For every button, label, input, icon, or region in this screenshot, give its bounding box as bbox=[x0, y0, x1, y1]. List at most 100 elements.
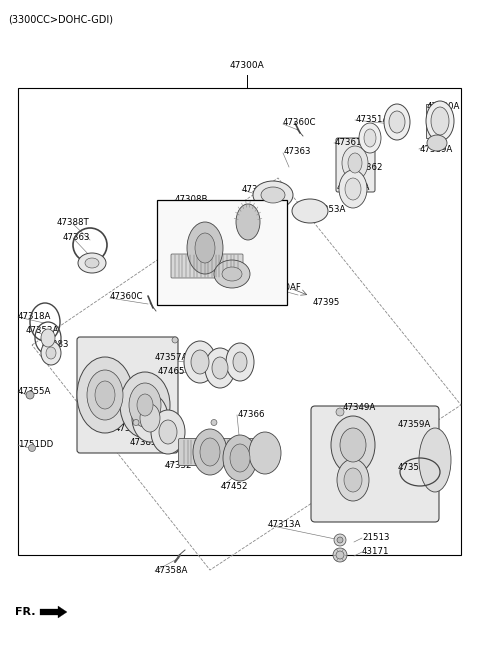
Ellipse shape bbox=[337, 459, 369, 501]
Text: 1751DD: 1751DD bbox=[18, 440, 53, 449]
Bar bbox=[18, 88, 461, 555]
FancyBboxPatch shape bbox=[77, 337, 178, 453]
Text: 47386T: 47386T bbox=[242, 185, 275, 194]
Polygon shape bbox=[40, 606, 67, 618]
Circle shape bbox=[172, 337, 178, 343]
Ellipse shape bbox=[184, 341, 216, 383]
Ellipse shape bbox=[120, 372, 170, 438]
Text: 21513: 21513 bbox=[362, 533, 389, 542]
Text: 47360C: 47360C bbox=[283, 118, 316, 127]
Text: 47383T: 47383T bbox=[130, 438, 163, 447]
FancyBboxPatch shape bbox=[179, 439, 266, 466]
Text: 47314A: 47314A bbox=[100, 410, 133, 419]
Ellipse shape bbox=[214, 260, 250, 288]
Ellipse shape bbox=[151, 410, 185, 454]
Circle shape bbox=[333, 548, 347, 562]
Circle shape bbox=[133, 419, 139, 426]
FancyBboxPatch shape bbox=[171, 254, 243, 278]
Text: 47384T: 47384T bbox=[214, 367, 247, 376]
Ellipse shape bbox=[342, 146, 368, 180]
Circle shape bbox=[28, 445, 36, 451]
Ellipse shape bbox=[187, 222, 223, 274]
Text: 47465: 47465 bbox=[158, 367, 185, 376]
Text: 43171: 43171 bbox=[362, 547, 389, 556]
Ellipse shape bbox=[77, 357, 133, 433]
Ellipse shape bbox=[364, 129, 376, 147]
Text: FR.: FR. bbox=[15, 607, 36, 617]
Ellipse shape bbox=[292, 199, 328, 223]
Ellipse shape bbox=[236, 204, 260, 240]
Text: 47388T: 47388T bbox=[57, 218, 90, 227]
Text: 47361A: 47361A bbox=[335, 138, 368, 147]
Ellipse shape bbox=[46, 347, 56, 359]
Text: 47318A: 47318A bbox=[18, 312, 51, 321]
Text: 47308B: 47308B bbox=[175, 195, 208, 204]
Text: 47349A: 47349A bbox=[343, 403, 376, 412]
Ellipse shape bbox=[230, 444, 250, 472]
Text: 47358A: 47358A bbox=[155, 566, 188, 575]
Text: 47353A: 47353A bbox=[313, 205, 347, 214]
Circle shape bbox=[211, 419, 217, 426]
Ellipse shape bbox=[95, 381, 115, 409]
Ellipse shape bbox=[340, 428, 366, 462]
Ellipse shape bbox=[191, 350, 209, 374]
Text: 47362: 47362 bbox=[356, 163, 384, 172]
Text: 47383: 47383 bbox=[42, 340, 70, 349]
Text: 47332: 47332 bbox=[165, 461, 192, 470]
Ellipse shape bbox=[41, 341, 61, 365]
Text: 47359A: 47359A bbox=[398, 420, 431, 429]
Text: 47363: 47363 bbox=[63, 233, 91, 242]
Ellipse shape bbox=[223, 435, 257, 481]
Ellipse shape bbox=[249, 432, 281, 474]
Text: 47355A: 47355A bbox=[18, 387, 51, 396]
Ellipse shape bbox=[129, 383, 161, 427]
Ellipse shape bbox=[85, 258, 99, 268]
Text: (3300CC>DOHC-GDI): (3300CC>DOHC-GDI) bbox=[8, 14, 113, 24]
Text: 47313A: 47313A bbox=[268, 520, 301, 529]
Ellipse shape bbox=[41, 329, 55, 347]
Text: 47389A: 47389A bbox=[420, 145, 453, 154]
Ellipse shape bbox=[233, 352, 247, 372]
Text: 47352A: 47352A bbox=[26, 326, 60, 335]
Text: 47354A: 47354A bbox=[398, 463, 432, 472]
Bar bbox=[426, 104, 440, 138]
Ellipse shape bbox=[419, 428, 451, 492]
Ellipse shape bbox=[212, 357, 228, 379]
Text: 47350A: 47350A bbox=[115, 424, 148, 433]
Ellipse shape bbox=[200, 438, 220, 466]
Text: 47452: 47452 bbox=[221, 482, 249, 491]
Ellipse shape bbox=[78, 253, 106, 273]
Ellipse shape bbox=[348, 153, 362, 173]
Text: 47360C: 47360C bbox=[110, 292, 144, 301]
Text: 47351A: 47351A bbox=[356, 115, 389, 124]
Ellipse shape bbox=[344, 468, 362, 492]
Text: 47366: 47366 bbox=[238, 410, 265, 419]
Text: 47363: 47363 bbox=[284, 147, 312, 156]
Ellipse shape bbox=[222, 267, 242, 281]
Ellipse shape bbox=[359, 123, 381, 153]
Circle shape bbox=[334, 534, 346, 546]
Circle shape bbox=[26, 391, 34, 399]
Ellipse shape bbox=[205, 348, 235, 388]
Ellipse shape bbox=[426, 101, 454, 141]
FancyBboxPatch shape bbox=[311, 406, 439, 522]
Ellipse shape bbox=[132, 394, 168, 442]
Bar bbox=[157, 200, 287, 305]
FancyBboxPatch shape bbox=[336, 138, 375, 192]
Circle shape bbox=[336, 551, 344, 559]
Ellipse shape bbox=[193, 429, 227, 475]
Ellipse shape bbox=[253, 181, 293, 209]
Text: 1220AF: 1220AF bbox=[268, 283, 301, 292]
Text: 47364: 47364 bbox=[215, 352, 242, 361]
Ellipse shape bbox=[226, 343, 254, 381]
Ellipse shape bbox=[331, 416, 375, 474]
Ellipse shape bbox=[427, 135, 447, 151]
Ellipse shape bbox=[431, 107, 449, 135]
Ellipse shape bbox=[261, 187, 285, 203]
Ellipse shape bbox=[345, 178, 361, 200]
Ellipse shape bbox=[87, 370, 123, 420]
Ellipse shape bbox=[140, 404, 160, 432]
Text: 47312A: 47312A bbox=[337, 183, 371, 192]
Text: 47300A: 47300A bbox=[229, 61, 264, 70]
Ellipse shape bbox=[137, 394, 153, 416]
